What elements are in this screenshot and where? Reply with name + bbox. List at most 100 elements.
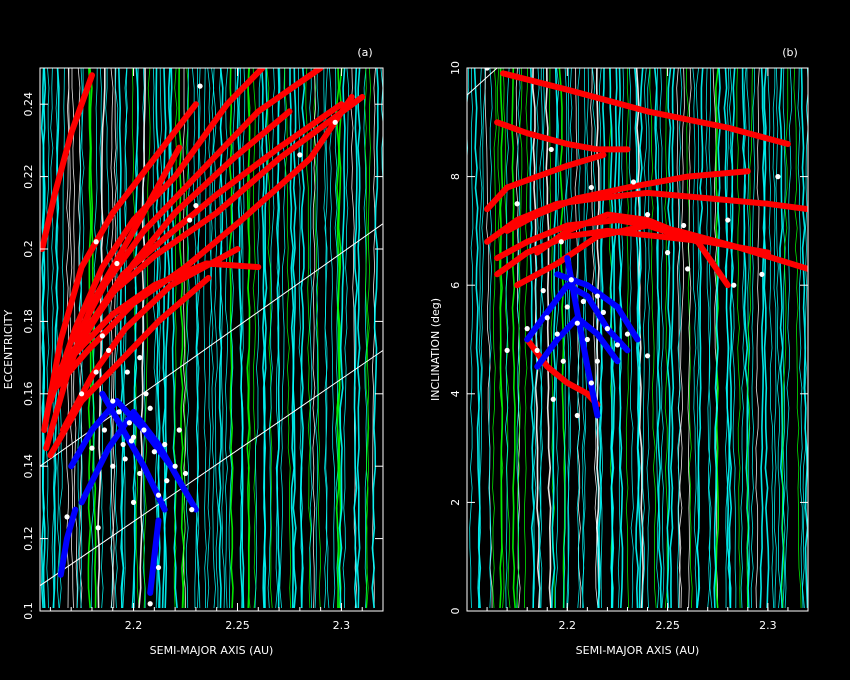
data-point [162, 441, 168, 448]
data-point [155, 492, 162, 498]
resonance-line [707, 68, 712, 609]
x-tick-label: 2.3 [333, 619, 351, 632]
y-tick-label: 0 [449, 608, 462, 615]
data-point [182, 470, 189, 477]
blue-track-series [524, 255, 641, 419]
white-points [484, 68, 781, 419]
data-point [560, 358, 566, 364]
resonance-line [50, 68, 55, 609]
x-axis-label: SEMI-MAJOR AXIS (AU) [576, 644, 700, 657]
resonance-line [371, 68, 376, 609]
data-point [584, 336, 590, 343]
resonance-line [538, 68, 543, 609]
data-point [580, 298, 586, 305]
resonance-line [504, 68, 510, 609]
orbit-track [47, 275, 212, 459]
y-axis-label: ECCENTRICITY [2, 309, 15, 389]
resonance-line [775, 68, 781, 609]
resonance-line [365, 68, 372, 609]
data-point [544, 315, 550, 321]
resonance-line [576, 68, 581, 609]
data-point [78, 391, 85, 397]
y-tick-label: 10 [449, 61, 462, 75]
x-axis-label: SEMI-MAJOR AXIS (AU) [150, 644, 274, 657]
data-point [550, 396, 556, 402]
orbit-track [500, 70, 791, 147]
resonance-line [52, 68, 60, 609]
plot-frame [39, 67, 384, 612]
resonance-line [784, 68, 793, 609]
resonance-line [289, 68, 297, 609]
data-point [775, 174, 781, 180]
resonance-line [178, 68, 185, 609]
resonance-line [240, 68, 246, 609]
y-tick-label: 0.14 [22, 454, 35, 479]
resonance-line [772, 68, 777, 609]
resonance-line [297, 68, 304, 609]
reference-line [467, 68, 498, 96]
resonance-line [238, 68, 243, 609]
data-point [147, 601, 153, 607]
orbit-track [99, 390, 168, 513]
resonance-line [729, 68, 737, 609]
orbit-track [72, 68, 324, 343]
resonance-line [477, 68, 486, 609]
resonance-line [342, 68, 350, 609]
resonance-line [532, 68, 540, 609]
data-point [594, 293, 600, 299]
resonance-line [725, 68, 730, 609]
data-point [143, 391, 149, 397]
data-point [624, 331, 631, 337]
data-point [731, 282, 737, 288]
resonance-line [312, 68, 316, 609]
resonance-line [759, 68, 767, 609]
data-point [594, 358, 600, 364]
data-point [147, 405, 153, 411]
resonance-line [314, 68, 319, 609]
data-point [122, 456, 128, 462]
resonance-line [687, 68, 692, 609]
resonance-line [290, 68, 297, 609]
resonance-line [617, 68, 624, 609]
panel-label: (a) [357, 46, 372, 59]
orbit-track [147, 517, 162, 596]
resonance-line [196, 68, 200, 609]
resonance-line [338, 68, 346, 609]
y-axis-label: INCLINATION (deg) [429, 298, 442, 401]
data-point [120, 441, 126, 448]
orbit-track [64, 108, 293, 368]
resonance-line [45, 68, 50, 609]
resonance-line [566, 68, 570, 609]
resonance-line [705, 68, 713, 609]
resonance-line [131, 68, 139, 609]
resonance-line [727, 68, 736, 609]
data-point [504, 347, 510, 353]
y-tick-label: 0.18 [22, 309, 35, 334]
data-point [332, 119, 338, 125]
x-tick-label: 2.25 [655, 619, 680, 632]
data-point [630, 179, 637, 185]
resonance-line [254, 68, 262, 609]
resonance-lines [467, 68, 808, 609]
resonance-line [203, 68, 207, 609]
resonance-line [488, 68, 493, 609]
resonance-line [163, 68, 172, 609]
resonance-line [539, 68, 545, 609]
resonance-line [161, 68, 167, 609]
y-tick-label: 4 [449, 390, 462, 397]
data-point [110, 398, 116, 404]
data-point [614, 342, 621, 348]
resonance-line [492, 68, 497, 609]
y-tick-label: 0.1 [22, 602, 35, 620]
data-point [588, 380, 594, 386]
resonance-line [740, 68, 747, 609]
resonance-line [143, 68, 151, 609]
resonance-line [356, 68, 361, 609]
resonance-line [617, 68, 625, 609]
resonance-line [797, 68, 804, 609]
data-point [101, 427, 108, 433]
resonance-line [380, 68, 383, 309]
y-tick-label: 0.16 [22, 382, 35, 407]
data-point [484, 68, 490, 71]
orbit-track [40, 72, 95, 252]
